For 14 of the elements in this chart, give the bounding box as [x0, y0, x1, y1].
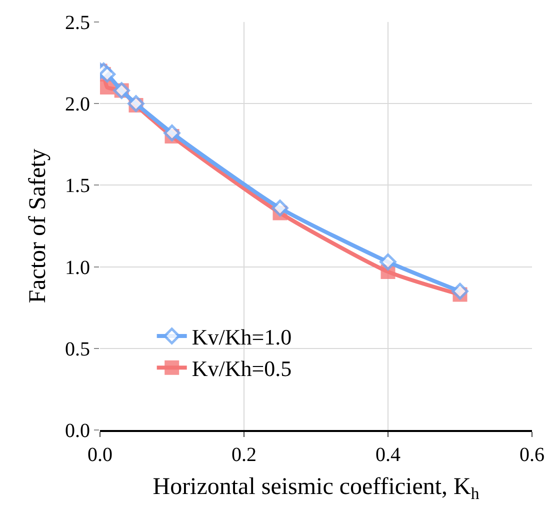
x-tick-label: 0.0 [88, 444, 112, 466]
y-tick-label: 0.5 [65, 338, 90, 360]
y-tick-label: 1.0 [65, 256, 90, 279]
legend-label: Kv/Kh=1.0 [192, 324, 292, 350]
x-tick-label: 0.2 [232, 444, 256, 466]
y-axis-title: Factor of Safety [25, 148, 52, 304]
x-tick-label: 0.4 [376, 444, 400, 466]
x-axis-title: Horizontal seismic coefficient, K$_{h}$ [152, 474, 480, 503]
y-tick-label: 0.0 [65, 420, 90, 442]
y-tick-label: 1.5 [65, 175, 90, 198]
y-tick-label: 2.5 [65, 12, 90, 34]
legend-label: Kv/Kh=0.5 [192, 356, 292, 382]
y-tick-label: 2.0 [65, 94, 90, 116]
x-tick-label: 0.6 [520, 444, 544, 466]
